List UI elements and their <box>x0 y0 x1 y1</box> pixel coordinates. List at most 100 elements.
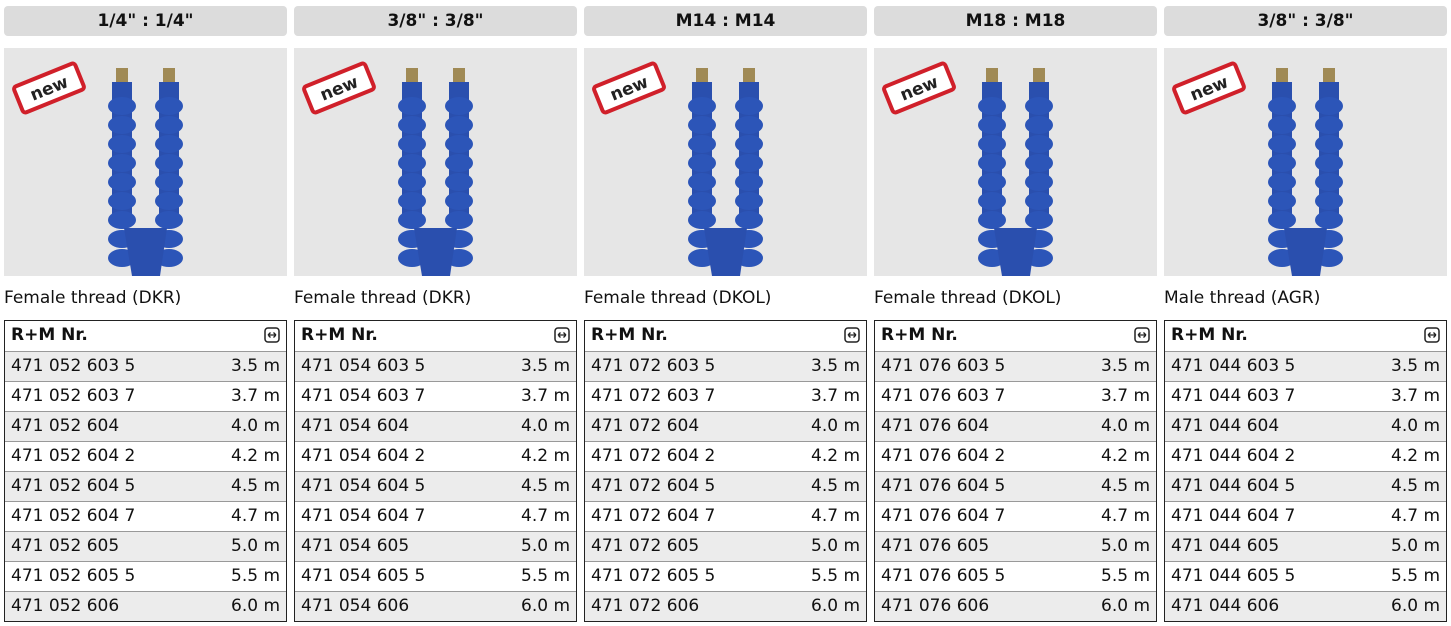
part-number: 471 072 603 7 <box>591 386 716 406</box>
table-row: 471 044 604 7 4.7 m <box>1165 501 1446 531</box>
part-number: 471 072 604 5 <box>591 476 716 496</box>
length: 3.5 m <box>231 356 280 376</box>
table-row: 471 072 605 5 5.5 m <box>585 561 866 591</box>
length: 4.0 m <box>1391 416 1440 436</box>
table-row: 471 076 604 2 4.2 m <box>875 441 1156 471</box>
product-image: new <box>1164 48 1447 276</box>
table-row: 471 076 603 5 3.5 m <box>875 351 1156 381</box>
part-number: 471 054 604 2 <box>301 446 426 466</box>
length: 5.5 m <box>231 566 280 586</box>
length: 3.7 m <box>1101 386 1150 406</box>
length: 3.5 m <box>811 356 860 376</box>
table-row: 471 044 605 5 5.5 m <box>1165 561 1446 591</box>
part-number: 471 054 604 5 <box>301 476 426 496</box>
table-row: 471 052 603 7 3.7 m <box>5 381 286 411</box>
part-number: 471 052 603 5 <box>11 356 136 376</box>
length: 5.0 m <box>231 536 280 556</box>
length: 3.7 m <box>521 386 570 406</box>
length: 5.5 m <box>1391 566 1440 586</box>
length: 4.5 m <box>1391 476 1440 496</box>
length: 4.0 m <box>521 416 570 436</box>
part-number: 471 052 605 5 <box>11 566 136 586</box>
part-table: R+M Nr. 471 044 603 5 3.5 m 471 044 603 7 3.… <box>1164 320 1447 622</box>
part-number: 471 072 604 2 <box>591 446 716 466</box>
part-number: 471 072 605 5 <box>591 566 716 586</box>
length: 5.0 m <box>1391 536 1440 556</box>
part-number: 471 052 603 7 <box>11 386 136 406</box>
length: 4.2 m <box>231 446 280 466</box>
length: 3.5 m <box>1391 356 1440 376</box>
table-row: 471 072 603 7 3.7 m <box>585 381 866 411</box>
table-row: 471 072 603 5 3.5 m <box>585 351 866 381</box>
table-row: 471 076 604 7 4.7 m <box>875 501 1156 531</box>
part-number: 471 052 604 2 <box>11 446 136 466</box>
part-number: 471 054 603 7 <box>301 386 426 406</box>
table-row: 471 072 604 2 4.2 m <box>585 441 866 471</box>
length: 5.0 m <box>811 536 860 556</box>
table-row: 471 076 603 7 3.7 m <box>875 381 1156 411</box>
column-header: M18 : M18 <box>874 6 1157 36</box>
table-row: 471 044 603 5 3.5 m <box>1165 351 1446 381</box>
table-row: 471 052 604 5 4.5 m <box>5 471 286 501</box>
caption: Female thread (DKR) <box>4 288 182 308</box>
table-row: 471 044 604 4.0 m <box>1165 411 1446 441</box>
table-row: 471 054 605 5 5.5 m <box>295 561 576 591</box>
length: 4.7 m <box>521 506 570 526</box>
length: 4.5 m <box>811 476 860 496</box>
table-row: 471 052 605 5 5.5 m <box>5 561 286 591</box>
part-number: 471 054 605 5 <box>301 566 426 586</box>
table-row: 471 054 604 5 4.5 m <box>295 471 576 501</box>
length: 5.0 m <box>521 536 570 556</box>
length: 4.5 m <box>1101 476 1150 496</box>
part-number: 471 076 603 5 <box>881 356 1006 376</box>
part-number: 471 072 604 7 <box>591 506 716 526</box>
length: 6.0 m <box>231 596 280 616</box>
part-number: 471 054 604 <box>301 416 410 436</box>
length: 3.5 m <box>1101 356 1150 376</box>
table-row: 471 052 604 4.0 m <box>5 411 286 441</box>
part-number: 471 052 606 <box>11 596 120 616</box>
part-number: 471 044 604 7 <box>1171 506 1296 526</box>
length: 4.2 m <box>521 446 570 466</box>
column-label: R+M Nr. <box>11 325 88 345</box>
table-row: 471 054 605 5.0 m <box>295 531 576 561</box>
table-row: 471 044 605 5.0 m <box>1165 531 1446 561</box>
part-number: 471 044 605 5 <box>1171 566 1296 586</box>
length-icon <box>554 327 570 343</box>
length: 4.0 m <box>231 416 280 436</box>
hose-illustration: new <box>592 61 763 276</box>
part-number: 471 076 604 7 <box>881 506 1006 526</box>
length: 6.0 m <box>811 596 860 616</box>
length: 4.7 m <box>1391 506 1440 526</box>
part-table: R+M Nr. 471 052 603 5 3.5 m 471 052 603 7 3.… <box>4 320 287 622</box>
length: 3.5 m <box>521 356 570 376</box>
part-number: 471 052 604 7 <box>11 506 136 526</box>
table-row: 471 076 604 5 4.5 m <box>875 471 1156 501</box>
column-header: 1/4" : 1/4" <box>4 6 287 36</box>
table-row: 471 044 603 7 3.7 m <box>1165 381 1446 411</box>
table-row: 471 076 605 5 5.5 m <box>875 561 1156 591</box>
table-row: 471 076 605 5.0 m <box>875 531 1156 561</box>
column-header: M14 : M14 <box>584 6 867 36</box>
table-header: R+M Nr. <box>295 321 576 351</box>
length: 4.0 m <box>1101 416 1150 436</box>
length: 4.7 m <box>1101 506 1150 526</box>
length: 4.2 m <box>1101 446 1150 466</box>
length: 5.0 m <box>1101 536 1150 556</box>
part-number: 471 072 605 <box>591 536 700 556</box>
table-row: 471 072 604 4.0 m <box>585 411 866 441</box>
part-number: 471 072 604 <box>591 416 700 436</box>
length-icon <box>1134 327 1150 343</box>
table-row: 471 054 603 5 3.5 m <box>295 351 576 381</box>
part-number: 471 054 605 <box>301 536 410 556</box>
length: 6.0 m <box>521 596 570 616</box>
part-number: 471 052 604 <box>11 416 120 436</box>
table-row: 471 044 604 5 4.5 m <box>1165 471 1446 501</box>
length: 3.7 m <box>1391 386 1440 406</box>
part-number: 471 076 603 7 <box>881 386 1006 406</box>
caption: Female thread (DKOL) <box>874 288 1062 308</box>
length: 4.5 m <box>521 476 570 496</box>
part-number: 471 054 604 7 <box>301 506 426 526</box>
part-number: 471 044 604 2 <box>1171 446 1296 466</box>
table-row: 471 044 604 2 4.2 m <box>1165 441 1446 471</box>
